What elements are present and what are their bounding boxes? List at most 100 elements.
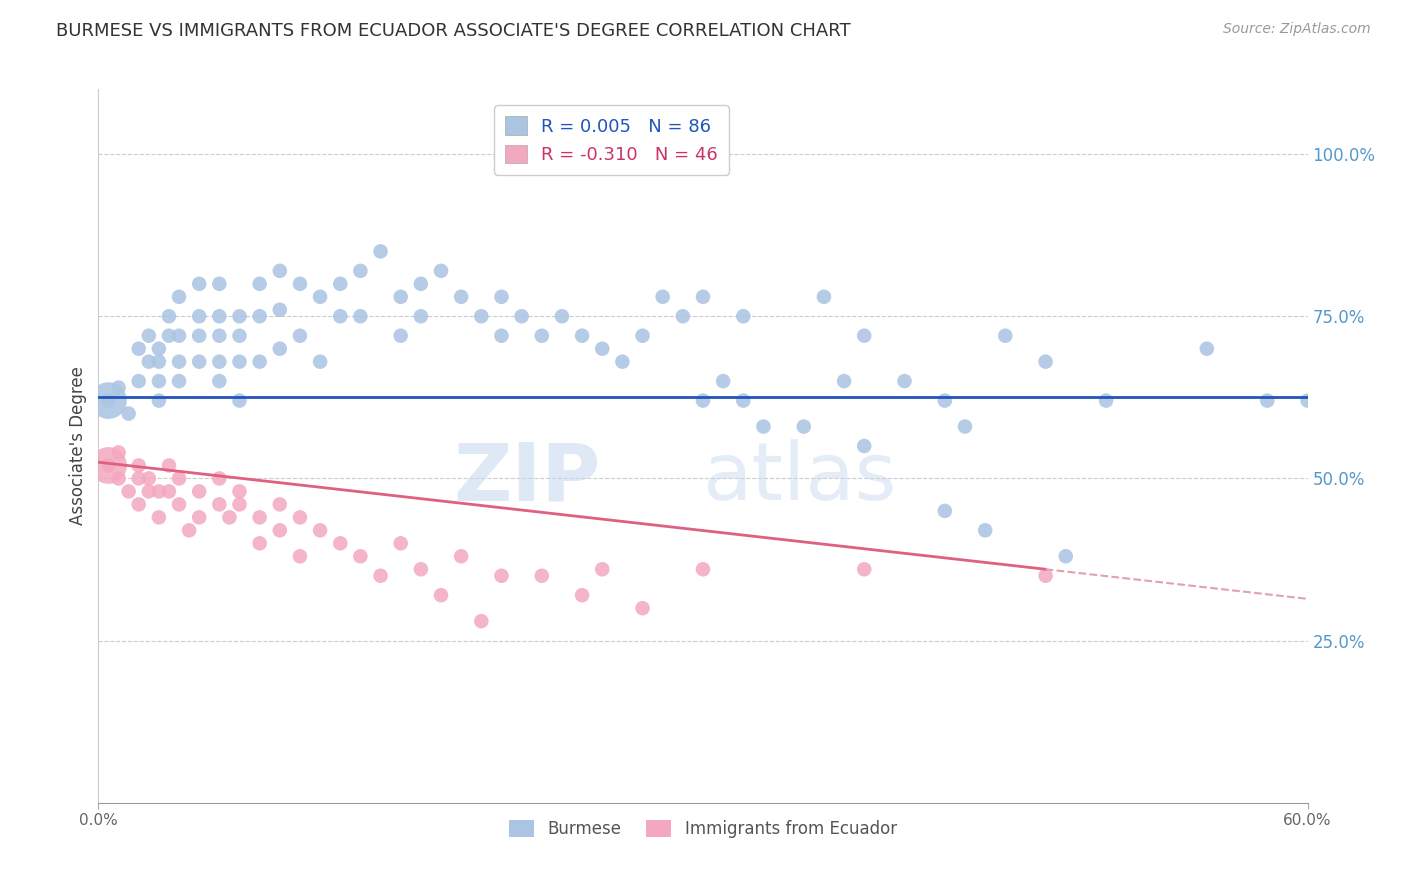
Text: BURMESE VS IMMIGRANTS FROM ECUADOR ASSOCIATE'S DEGREE CORRELATION CHART: BURMESE VS IMMIGRANTS FROM ECUADOR ASSOC… [56, 22, 851, 40]
Point [733, 393, 755, 408]
Point [269, 264, 291, 278]
Point [370, 568, 392, 582]
Point [994, 328, 1017, 343]
Point [430, 264, 453, 278]
Point [218, 510, 240, 524]
Point [470, 310, 492, 324]
Point [269, 342, 291, 356]
Point [1296, 393, 1319, 408]
Point [309, 524, 332, 538]
Point [97, 393, 120, 408]
Point [491, 568, 513, 582]
Point [269, 302, 291, 317]
Point [692, 393, 714, 408]
Point [591, 562, 613, 576]
Point [288, 277, 311, 291]
Point [530, 568, 553, 582]
Point [188, 310, 211, 324]
Point [157, 458, 180, 473]
Point [107, 445, 129, 459]
Point [167, 354, 190, 368]
Point [974, 524, 997, 538]
Point [269, 524, 291, 538]
Point [329, 310, 352, 324]
Point [138, 471, 160, 485]
Point [1035, 568, 1057, 582]
Point [188, 328, 211, 343]
Point [167, 290, 190, 304]
Point [288, 328, 311, 343]
Point [128, 471, 150, 485]
Point [631, 601, 654, 615]
Point [692, 290, 714, 304]
Point [128, 374, 150, 388]
Point [148, 374, 170, 388]
Point [571, 328, 593, 343]
Point [853, 328, 876, 343]
Point [1195, 342, 1218, 356]
Point [1256, 393, 1278, 408]
Point [409, 310, 432, 324]
Point [853, 562, 876, 576]
Point [148, 342, 170, 356]
Point [591, 342, 613, 356]
Point [288, 510, 311, 524]
Point [97, 393, 120, 408]
Point [370, 244, 392, 259]
Point [450, 290, 472, 304]
Point [934, 504, 956, 518]
Point [208, 471, 231, 485]
Point [1095, 393, 1118, 408]
Point [228, 393, 250, 408]
Point [228, 484, 250, 499]
Point [138, 484, 160, 499]
Point [491, 290, 513, 304]
Point [309, 354, 332, 368]
Legend: Burmese, Immigrants from Ecuador: Burmese, Immigrants from Ecuador [502, 813, 904, 845]
Text: atlas: atlas [703, 439, 897, 517]
Point [249, 310, 271, 324]
Point [228, 310, 250, 324]
Point [148, 393, 170, 408]
Point [249, 510, 271, 524]
Y-axis label: Associate's Degree: Associate's Degree [69, 367, 87, 525]
Point [953, 419, 976, 434]
Point [711, 374, 734, 388]
Point [672, 310, 695, 324]
Point [752, 419, 775, 434]
Point [157, 310, 180, 324]
Point [107, 381, 129, 395]
Point [349, 549, 371, 564]
Point [188, 354, 211, 368]
Point [329, 536, 352, 550]
Point [530, 328, 553, 343]
Point [813, 290, 835, 304]
Point [208, 310, 231, 324]
Point [128, 458, 150, 473]
Point [832, 374, 855, 388]
Point [179, 524, 201, 538]
Point [853, 439, 876, 453]
Point [138, 328, 160, 343]
Point [389, 290, 412, 304]
Point [228, 354, 250, 368]
Point [470, 614, 492, 628]
Point [167, 497, 190, 511]
Point [309, 290, 332, 304]
Point [148, 484, 170, 499]
Point [409, 562, 432, 576]
Point [167, 471, 190, 485]
Point [793, 419, 815, 434]
Point [97, 458, 120, 473]
Point [510, 310, 533, 324]
Point [208, 374, 231, 388]
Point [733, 310, 755, 324]
Point [651, 290, 673, 304]
Point [208, 328, 231, 343]
Point [118, 484, 141, 499]
Point [269, 497, 291, 511]
Point [188, 484, 211, 499]
Point [148, 354, 170, 368]
Point [491, 328, 513, 343]
Point [138, 354, 160, 368]
